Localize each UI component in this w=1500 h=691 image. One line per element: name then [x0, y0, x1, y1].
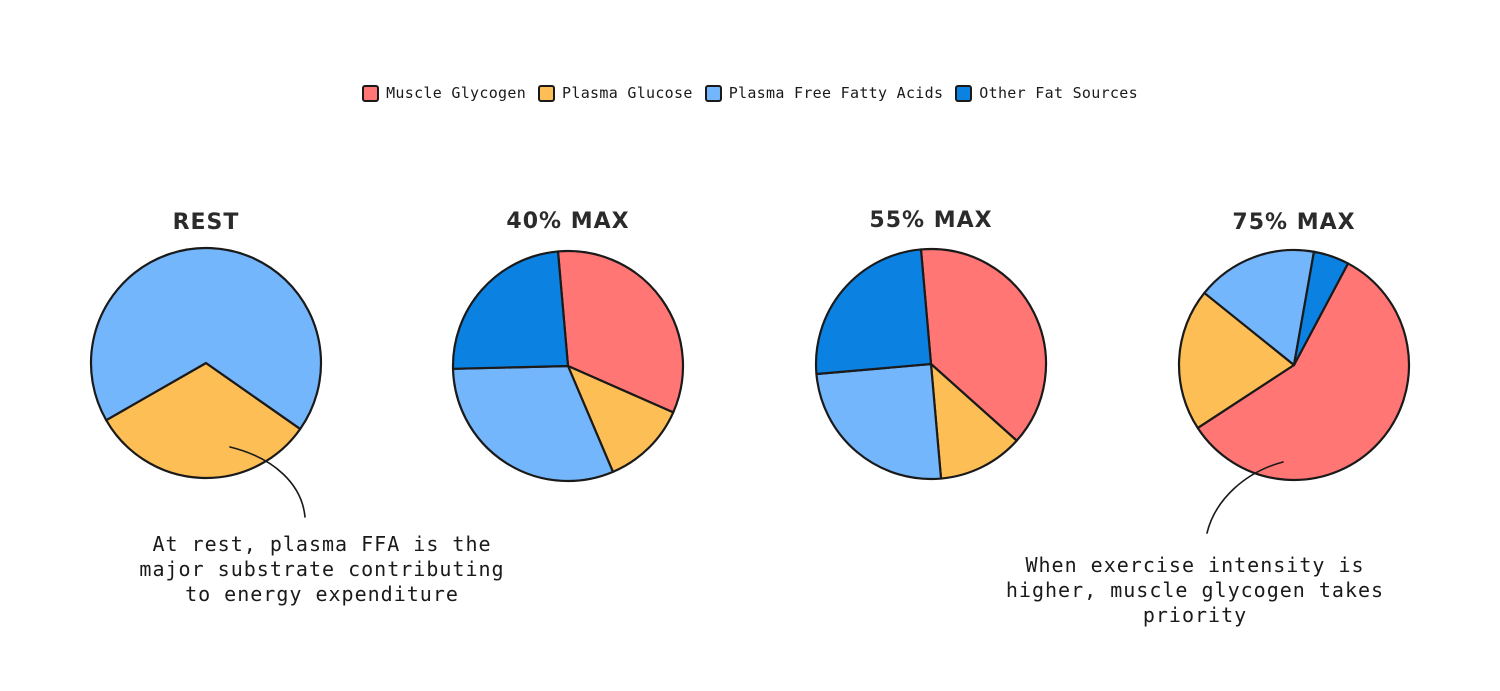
chart-legend: Muscle Glycogen Plasma Glucose Plasma Fr…	[0, 84, 1500, 102]
legend-swatch-muscle-glycogen	[362, 84, 380, 102]
annotation-rest: At rest, plasma FFA is the major substra…	[139, 532, 505, 606]
legend-swatch-other-fat	[955, 84, 973, 102]
pie-slice-other-fat-sources	[1292, 250, 1350, 367]
annotation-high-intensity: When exercise intensity is higher, muscl…	[1005, 553, 1385, 627]
pie-slice-plasma-glucose	[929, 362, 1018, 480]
pie-slice-other-fat-sources	[451, 250, 570, 370]
pie-title: 75% MAX	[1232, 210, 1355, 235]
pie-chart-75-max: 75% MAX	[1177, 210, 1411, 482]
pie-title: REST	[173, 210, 240, 235]
pie-chart-rest: REST	[89, 210, 323, 480]
annotation-rest-connector	[229, 446, 306, 518]
legend-item-muscle-glycogen: Muscle Glycogen	[362, 84, 526, 102]
legend-item-plasma-ffa: Plasma Free Fatty Acids	[704, 84, 944, 102]
legend-swatch-plasma-ffa	[704, 84, 722, 102]
pie-slice-plasma-free-fatty-acids	[815, 362, 943, 481]
pie-slice-plasma-free-fatty-acids	[89, 246, 323, 431]
pie-title: 40% MAX	[506, 209, 629, 234]
pie-slice-other-fat-sources	[814, 248, 933, 376]
legend-item-other-fat: Other Fat Sources	[955, 84, 1138, 102]
annotation-high-connector	[1206, 461, 1284, 534]
pie-slice-plasma-free-fatty-acids	[451, 364, 615, 483]
pie-slice-muscle-glycogen	[919, 247, 1048, 442]
pie-title: 55% MAX	[869, 208, 992, 233]
pie-chart-40-max: 40% MAX	[451, 209, 685, 483]
legend-label-plasma-glucose: Plasma Glucose	[562, 84, 693, 102]
pie-chart-55-max: 55% MAX	[814, 208, 1048, 481]
pie-slice-muscle-glycogen	[556, 249, 685, 414]
legend-item-plasma-glucose: Plasma Glucose	[538, 84, 693, 102]
pie-slice-muscle-glycogen	[1196, 262, 1411, 482]
pie-slice-plasma-glucose	[566, 364, 675, 473]
legend-label-other-fat: Other Fat Sources	[979, 84, 1138, 102]
legend-label-plasma-ffa: Plasma Free Fatty Acids	[728, 84, 944, 102]
pie-slice-plasma-free-fatty-acids	[1203, 248, 1316, 367]
pie-slice-plasma-glucose	[1177, 291, 1296, 430]
legend-swatch-plasma-glucose	[538, 84, 556, 102]
pie-slice-plasma-glucose	[105, 361, 302, 480]
legend-label-muscle-glycogen: Muscle Glycogen	[386, 84, 527, 102]
